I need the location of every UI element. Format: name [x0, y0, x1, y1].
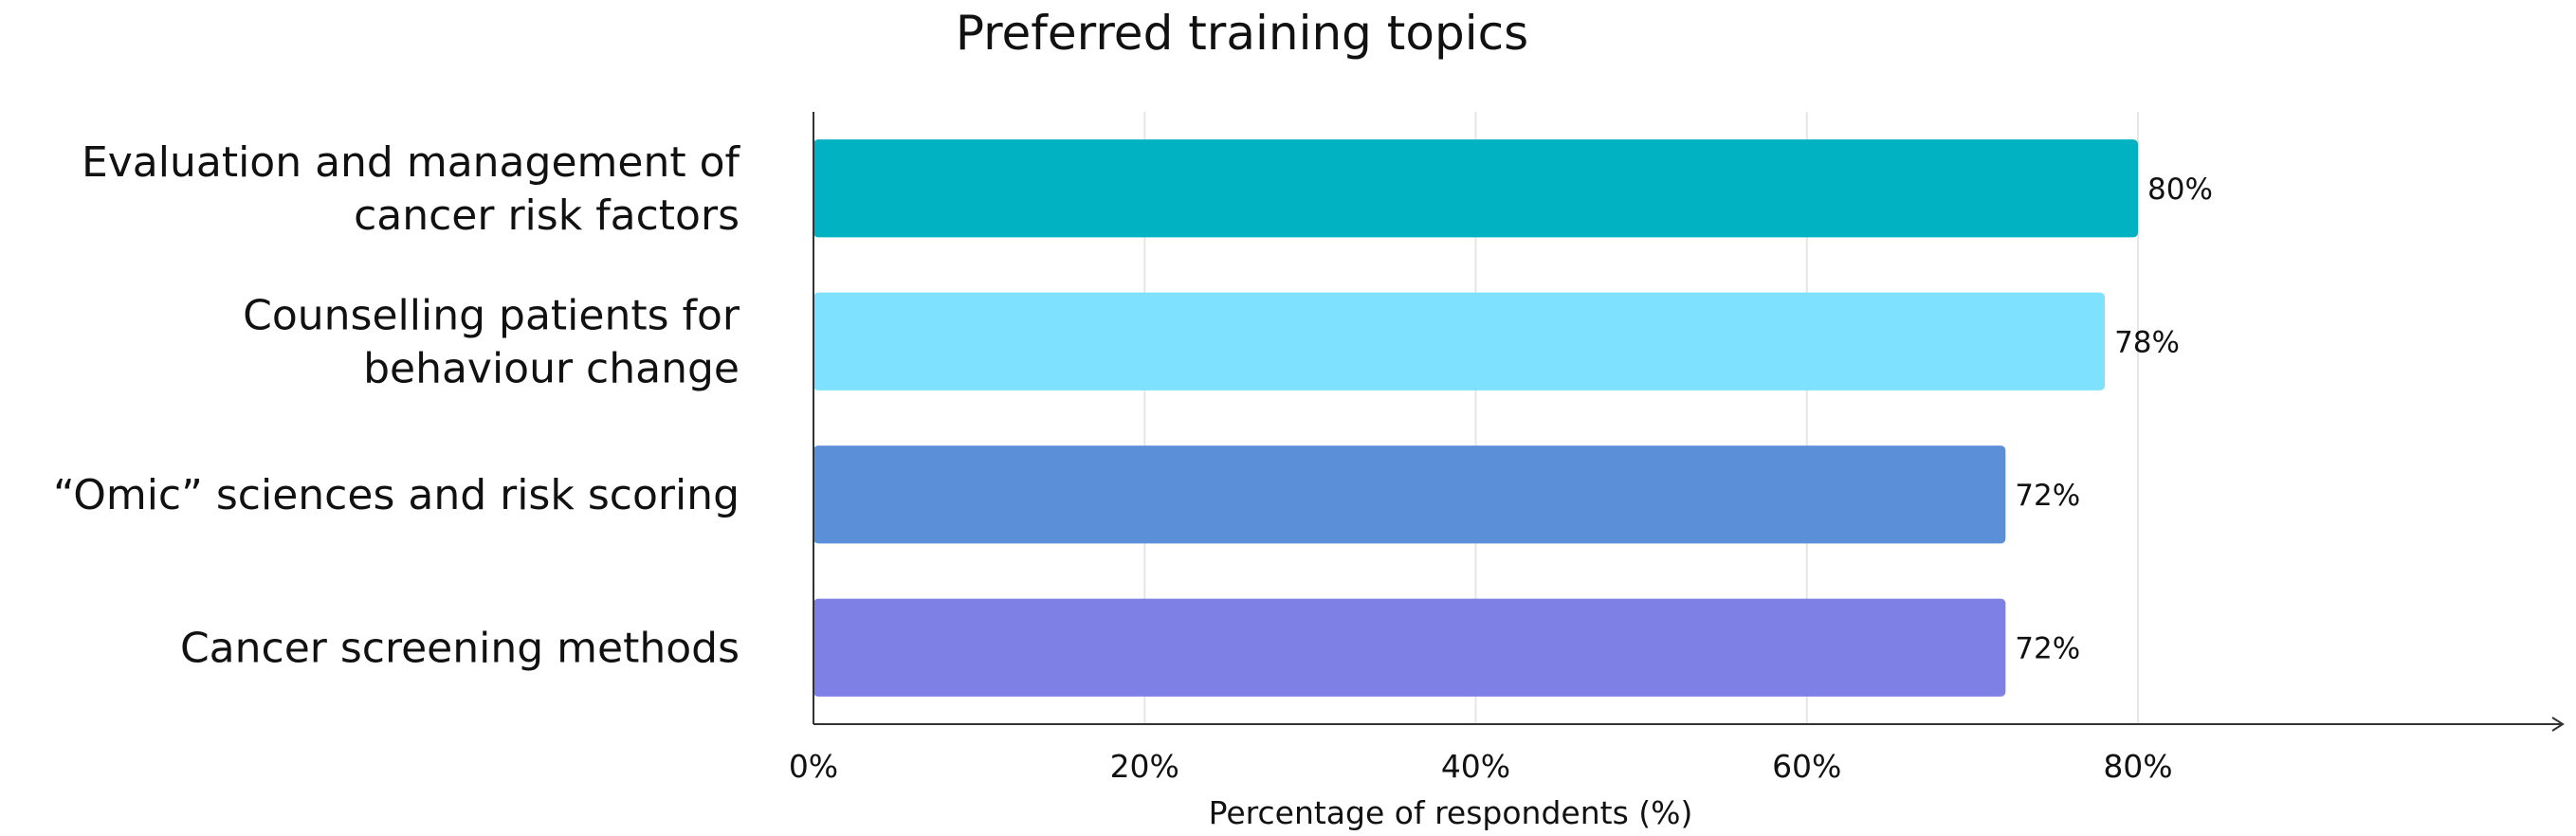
x-tick-label: 20%	[1110, 748, 1179, 785]
category-label-line: Cancer screening methods	[180, 624, 740, 672]
value-label: 72%	[2015, 479, 2080, 513]
x-tick-labels: 0% 20% 40% 60% 80%	[789, 748, 2173, 785]
chart-title: Preferred training topics	[956, 6, 1528, 61]
x-axis-arrow	[2551, 717, 2565, 732]
bar	[813, 598, 2006, 697]
value-label: 72%	[2015, 631, 2080, 665]
x-tick-label: 0%	[789, 748, 838, 785]
value-label: 80%	[2147, 173, 2213, 207]
bars	[813, 139, 2138, 697]
category-label-line: cancer risk factors	[354, 191, 740, 240]
bar	[813, 445, 2006, 544]
category-label-line: behaviour change	[363, 344, 740, 392]
x-tick-label: 40%	[1441, 748, 1510, 785]
category-label-line: “Omic” sciences and risk scoring	[53, 471, 740, 519]
bar	[813, 292, 2106, 391]
category-labels: Evaluation and management of cancer risk …	[53, 138, 741, 673]
bar	[813, 139, 2138, 238]
x-axis-title: Percentage of respondents (%)	[1209, 794, 1693, 831]
x-tick-label: 80%	[2103, 748, 2172, 785]
category-label-line: Counselling patients for	[243, 291, 740, 339]
category-label-line: Evaluation and management of	[82, 138, 741, 187]
category-label: Counselling patients for behaviour change	[243, 291, 740, 392]
category-label: Evaluation and management of cancer risk …	[82, 138, 741, 240]
value-labels: 80% 78% 72% 72%	[2015, 173, 2213, 666]
category-label: “Omic” sciences and risk scoring	[53, 471, 740, 519]
value-label: 78%	[2114, 325, 2180, 359]
category-label: Cancer screening methods	[180, 624, 740, 672]
x-tick-label: 60%	[1772, 748, 1841, 785]
